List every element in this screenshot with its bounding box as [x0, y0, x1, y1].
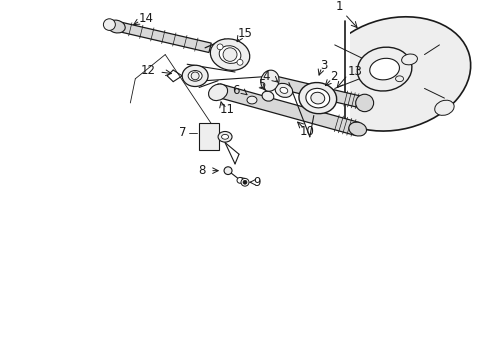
Ellipse shape — [219, 46, 241, 63]
Ellipse shape — [260, 70, 279, 91]
Text: 8: 8 — [198, 164, 205, 177]
FancyBboxPatch shape — [289, 16, 349, 132]
Ellipse shape — [218, 131, 232, 142]
Text: 11: 11 — [220, 103, 235, 116]
Ellipse shape — [221, 134, 228, 139]
Ellipse shape — [208, 84, 227, 100]
Text: 12: 12 — [140, 64, 155, 77]
Ellipse shape — [280, 87, 287, 93]
Circle shape — [243, 180, 246, 184]
Ellipse shape — [188, 71, 202, 81]
Polygon shape — [117, 22, 211, 53]
Text: 2: 2 — [329, 70, 337, 83]
Ellipse shape — [107, 20, 125, 33]
Text: 14: 14 — [138, 12, 153, 25]
Circle shape — [191, 72, 199, 80]
Ellipse shape — [348, 122, 366, 136]
Ellipse shape — [357, 47, 411, 91]
Circle shape — [237, 59, 243, 65]
Ellipse shape — [246, 96, 256, 104]
Circle shape — [103, 19, 115, 30]
Polygon shape — [199, 123, 219, 150]
Circle shape — [241, 179, 248, 186]
Ellipse shape — [210, 39, 249, 70]
Circle shape — [355, 94, 373, 112]
Polygon shape — [216, 84, 359, 136]
Text: 9: 9 — [252, 176, 260, 189]
Text: 5: 5 — [258, 78, 265, 91]
Ellipse shape — [395, 76, 403, 82]
Text: 6: 6 — [232, 84, 240, 97]
Ellipse shape — [305, 88, 329, 108]
Ellipse shape — [262, 91, 273, 101]
Text: 15: 15 — [238, 27, 252, 40]
Circle shape — [237, 177, 243, 183]
Ellipse shape — [434, 100, 453, 115]
Ellipse shape — [369, 58, 399, 80]
Ellipse shape — [318, 17, 470, 131]
Text: 4: 4 — [262, 70, 269, 83]
Text: 10: 10 — [299, 126, 314, 139]
Circle shape — [223, 48, 237, 61]
Text: 13: 13 — [347, 64, 362, 77]
Circle shape — [224, 167, 232, 175]
Ellipse shape — [275, 84, 292, 98]
Ellipse shape — [310, 92, 324, 104]
Text: 1: 1 — [335, 0, 343, 13]
Circle shape — [217, 44, 223, 50]
Ellipse shape — [401, 54, 417, 65]
Ellipse shape — [182, 65, 208, 86]
Text: 7: 7 — [179, 126, 186, 139]
Text: 3: 3 — [319, 59, 326, 72]
Ellipse shape — [298, 82, 336, 114]
Polygon shape — [268, 75, 366, 109]
